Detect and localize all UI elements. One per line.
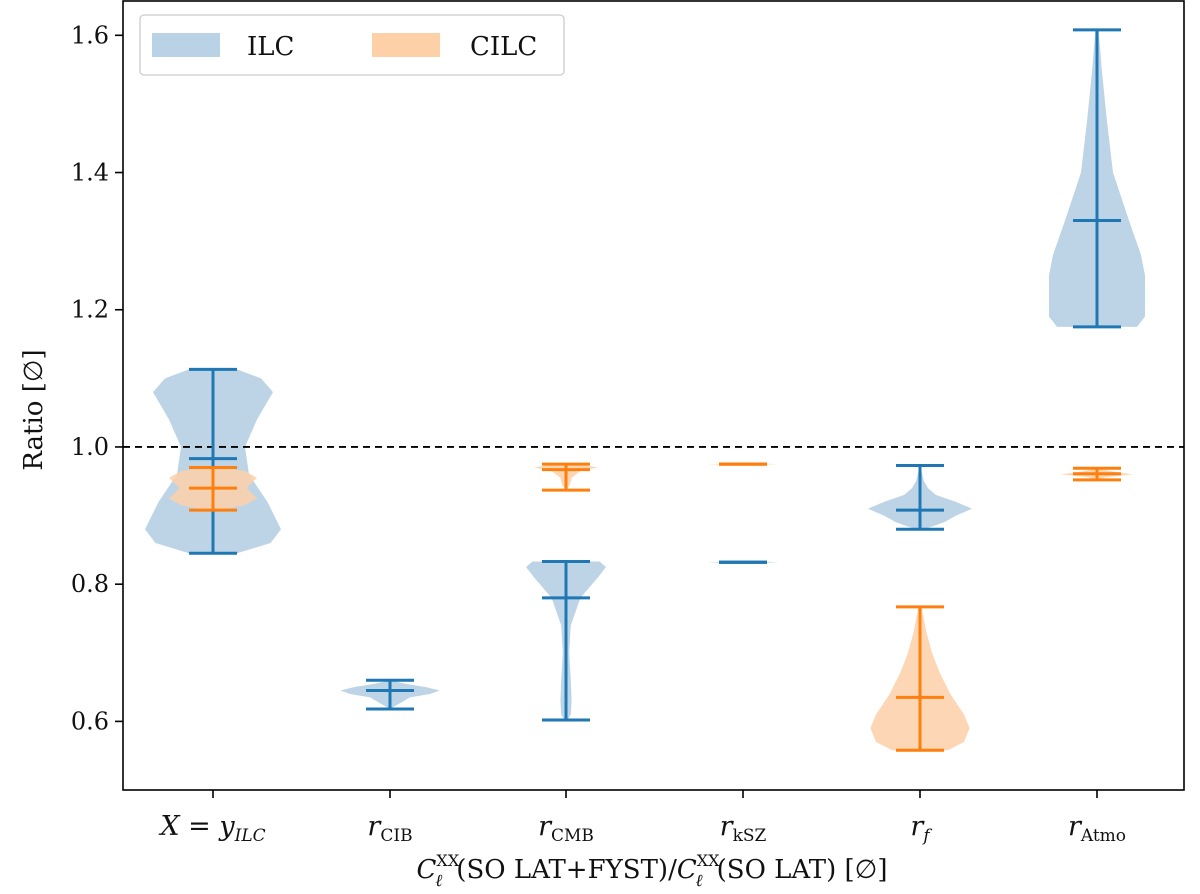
x-tick-label-0: X = yILC: [158, 811, 265, 846]
x-tick-label-5: rAtmo: [1068, 811, 1126, 846]
y-tick-label-4: 1.4: [71, 159, 109, 187]
legend-box: [139, 14, 565, 76]
y-axis-label: Ratio [∅]: [19, 349, 49, 470]
violin-whiskers: [189, 28, 1121, 752]
plot-frame: [122, 0, 1185, 791]
legend-swatch-cilc: [372, 33, 440, 57]
x-axis-ticks: X = yILC rCIB rCMB rkSZ rf rAtmo: [158, 790, 1126, 846]
y-tick-label-1: 0.8: [71, 570, 109, 598]
y-tick-label-2: 1.0: [71, 433, 109, 461]
y-tick-label-3: 1.2: [71, 296, 109, 324]
legend-swatch-ilc: [152, 33, 220, 57]
x-tick-label-1: rCIB: [367, 811, 412, 846]
x-axis-label: CXX ℓ (SO LAT+FYST)/CXX ℓ (SO LAT) [∅]: [417, 851, 888, 891]
legend-label-cilc: CILC: [470, 32, 537, 62]
y-axis-ticks: 0.6 0.8 1.0 1.2 1.4 1.6: [71, 21, 123, 735]
legend: ILC CILC: [139, 14, 565, 76]
legend-label-ilc: ILC: [247, 32, 294, 62]
x-tick-label-3: rkSZ: [720, 811, 767, 846]
x-tick-label-2: rCMB: [538, 811, 594, 846]
y-tick-label-5: 1.6: [71, 21, 109, 49]
x-tick-label-4: rf: [910, 811, 932, 846]
y-tick-label-0: 0.6: [71, 707, 109, 735]
